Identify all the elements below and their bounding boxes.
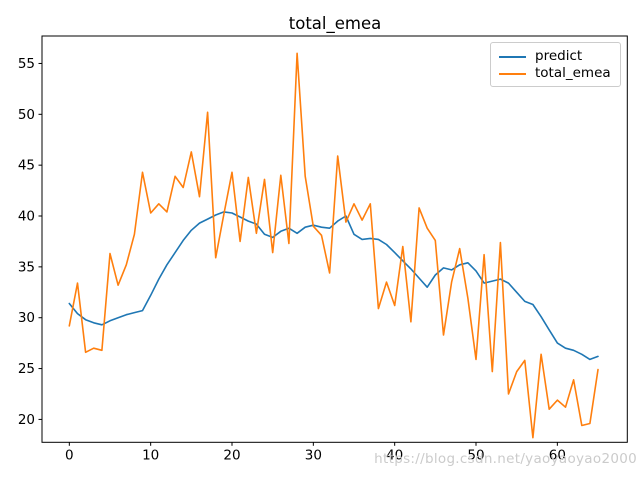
series-line-predict: [68, 211, 599, 361]
legend-line-sample-total-emea: [499, 72, 526, 75]
y-tick-label: 20: [18, 412, 35, 428]
legend-line-sample-predict: [499, 55, 526, 58]
y-tick-label: 25: [18, 361, 35, 377]
y-tick-label: 35: [18, 259, 35, 275]
series-line-total_emea: [68, 52, 599, 439]
x-tick-label: 0: [65, 447, 74, 463]
chart-title: total_emea: [288, 14, 382, 33]
y-tick-label: 30: [18, 310, 35, 326]
y-tick-label: 50: [18, 107, 35, 123]
watermark-text: https://blog.csdn.net/yaoyaoyao2000: [374, 451, 637, 467]
legend-label-predict: predict: [535, 47, 583, 64]
series-lines: [68, 52, 599, 439]
x-tick-label: 60: [549, 447, 566, 463]
y-tick-label: 55: [18, 56, 35, 72]
axis-tick-labels: 0 10 20 30 40 50 60 20 25 30 35 40 45 50 55: [18, 56, 566, 463]
axis-ticks: [38, 62, 558, 446]
x-tick-label: 20: [223, 447, 240, 463]
x-tick-label: 30: [305, 447, 322, 463]
legend-label-total-emea: total_emea: [535, 64, 611, 81]
y-tick-label: 45: [18, 158, 35, 174]
x-tick-label: 10: [142, 447, 159, 463]
legend-item-total-emea: total_emea: [499, 65, 612, 82]
axes-frame: [41, 35, 628, 443]
legend-item-predict: predict: [499, 48, 612, 65]
legend: predict total_emea: [490, 42, 621, 87]
x-tick-label: 50: [467, 447, 484, 463]
y-tick-label: 40: [18, 209, 35, 225]
x-tick-label: 40: [386, 447, 403, 463]
